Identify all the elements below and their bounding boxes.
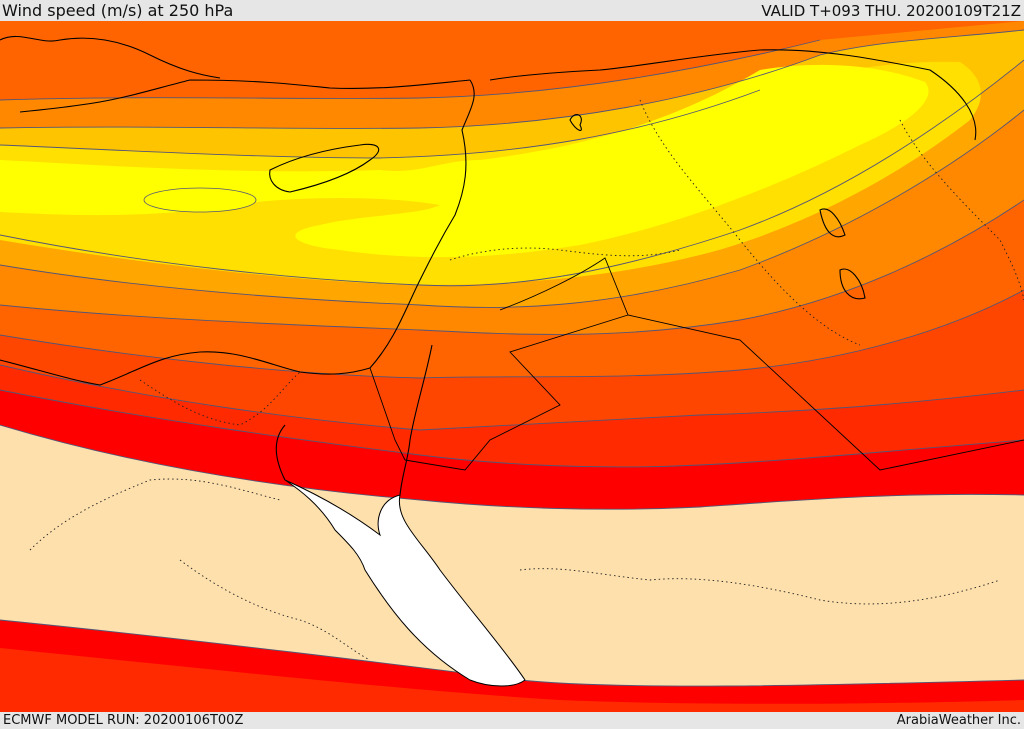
- coastlines: [0, 35, 977, 496]
- wind-speed-map: [0, 21, 1024, 712]
- map-title: Wind speed (m/s) at 250 hPa: [2, 1, 234, 20]
- red-sea: [284, 479, 526, 687]
- southern-jet-core: [0, 648, 1024, 712]
- internal-boundaries: [29, 99, 1024, 661]
- isotach-contours: [0, 29, 1024, 687]
- jet-core-yellow: [0, 64, 929, 258]
- north-band-dark-orange: [0, 21, 1024, 100]
- valid-time: VALID T+093 THU. 20200109T21Z: [761, 2, 1021, 20]
- map-canvas: [0, 21, 1024, 712]
- model-run-label: ECMWF MODEL RUN: 20200106T00Z: [3, 713, 244, 728]
- footer-bar: ECMWF MODEL RUN: 20200106T00Z ArabiaWeat…: [0, 712, 1024, 729]
- borders: [369, 257, 1024, 471]
- header-bar: Wind speed (m/s) at 250 hPa VALID T+093 …: [0, 0, 1024, 21]
- jet-core-isolated-patch: [143, 187, 257, 213]
- credit-label: ArabiaWeather Inc.: [896, 713, 1021, 728]
